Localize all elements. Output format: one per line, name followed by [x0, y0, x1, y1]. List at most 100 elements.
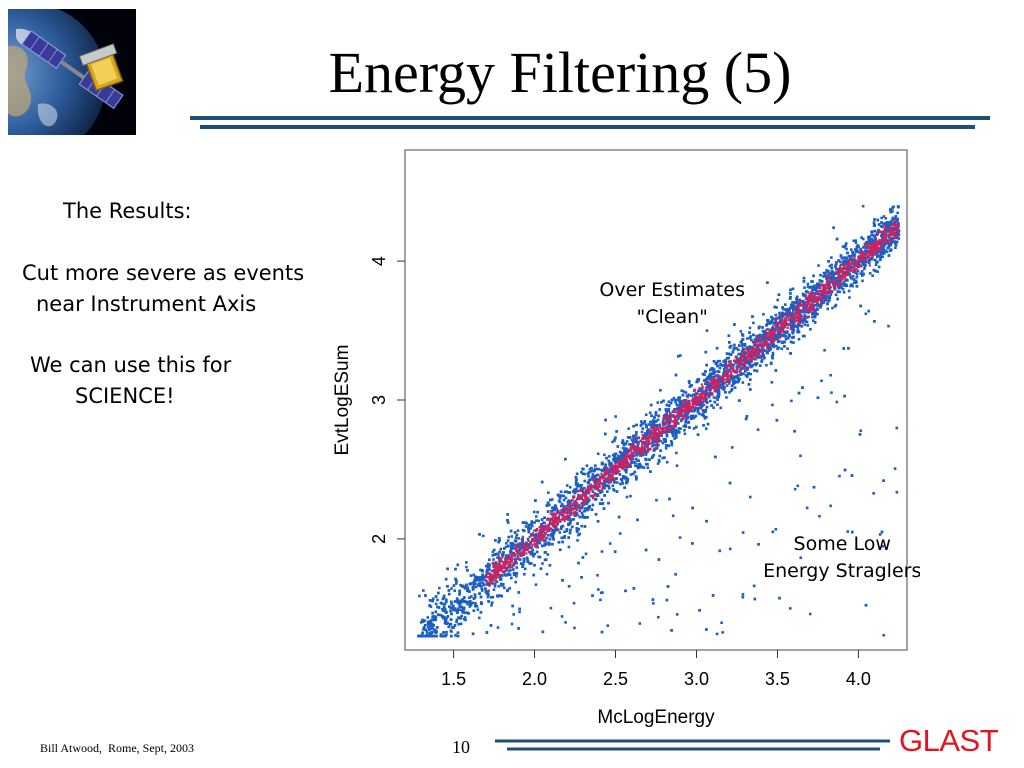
scatter-point: [739, 352, 743, 356]
scatter-point: [586, 485, 590, 488]
scatter-point: [488, 563, 491, 567]
scatter-point: [843, 256, 846, 259]
scatter-point: [600, 550, 604, 553]
scatter-point: [607, 484, 610, 488]
scatter-point: [590, 469, 593, 473]
scatter-point: [798, 320, 802, 323]
scatter-point: [583, 525, 587, 528]
scatter-point: [498, 550, 501, 554]
scatter-point: [730, 446, 734, 449]
scatter-point: [632, 587, 636, 590]
scatter-point: [516, 551, 519, 555]
scatter-point: [818, 304, 821, 307]
scatter-point: [446, 567, 449, 571]
scatter-point: [893, 217, 897, 221]
scatter-point: [474, 585, 478, 589]
scatter-point: [552, 537, 555, 541]
scatter-point: [564, 457, 567, 461]
scatter-point: [857, 245, 860, 249]
scatter-point: [771, 317, 775, 320]
scatter-point: [771, 353, 775, 357]
scatter-point: [775, 344, 778, 348]
scatter-point: [594, 464, 597, 467]
scatter-point: [649, 403, 653, 407]
scatter-point: [599, 591, 603, 595]
scatter-point: [753, 597, 757, 601]
scatter-point: [526, 537, 530, 541]
scatter-point: [451, 608, 455, 612]
scatter-point: [706, 375, 710, 379]
scatter-point: [766, 351, 769, 355]
scatter-point: [868, 237, 871, 241]
scatter-point: [868, 271, 872, 275]
scatter-point: [593, 485, 596, 489]
scatter-point: [854, 241, 858, 244]
scatter-point: [794, 301, 798, 305]
scatter-point: [504, 545, 508, 549]
scatter-point: [739, 330, 743, 333]
scatter-point: [688, 426, 691, 429]
scatter-point: [843, 394, 846, 398]
scatter-point: [808, 612, 812, 616]
scatter-point: [493, 585, 497, 588]
scatter-point: [498, 558, 501, 562]
scatter-point: [722, 360, 725, 363]
scatter-point: [633, 440, 636, 443]
scatter-point: [580, 575, 583, 579]
scatter-point: [494, 561, 498, 564]
scatter-point: [567, 514, 571, 518]
scatter-point: [530, 524, 534, 528]
scatter-point: [709, 375, 713, 379]
scatter-point: [573, 511, 577, 514]
scatter-point: [650, 414, 653, 418]
scatter-point: [669, 420, 672, 423]
scatter-point: [776, 323, 780, 327]
scatter-point: [671, 434, 675, 437]
scatter-point: [606, 490, 609, 493]
scatter-point: [816, 308, 819, 311]
scatter-point: [887, 324, 890, 328]
scatter-point: [694, 425, 698, 429]
scatter-point: [789, 319, 793, 322]
scatter-point: [895, 426, 899, 430]
scatter-point: [712, 360, 716, 363]
scatter-point: [654, 420, 657, 423]
scatter-point: [879, 251, 883, 254]
scatter-point: [831, 270, 834, 274]
scatter-point: [872, 224, 876, 227]
scatter-point: [443, 607, 447, 611]
scatter-point: [447, 589, 451, 592]
scatter-point: [757, 339, 761, 343]
scatter-point: [596, 452, 600, 456]
scatter-point: [686, 412, 689, 416]
scatter-point: [472, 573, 475, 577]
scatter-point: [870, 237, 874, 241]
scatter-point: [663, 456, 666, 459]
scatter-point: [422, 589, 425, 592]
scatter-point: [634, 464, 637, 468]
scatter-point: [599, 491, 602, 494]
scatter-point: [761, 326, 764, 329]
scatter-point: [704, 427, 708, 430]
scatter-point: [728, 369, 731, 372]
scatter-point: [636, 518, 639, 522]
scatter-point: [670, 431, 674, 435]
scatter-point: [512, 547, 515, 550]
scatter-point: [448, 605, 451, 608]
scatter-point: [506, 539, 510, 542]
scatter-point: [493, 582, 497, 586]
scatter-point: [748, 331, 751, 334]
scatter-point: [826, 286, 830, 290]
scatter-point: [417, 634, 420, 638]
scatter-point: [492, 588, 496, 591]
scatter-point: [481, 534, 485, 538]
scatter-point: [680, 419, 683, 423]
scatter-point: [851, 260, 855, 264]
scatter-point: [476, 608, 480, 611]
scatter-point: [823, 348, 826, 352]
scatter-point: [661, 420, 665, 424]
scatter-point: [707, 384, 711, 388]
scatter-point: [708, 374, 712, 377]
scatter-point: [468, 590, 471, 593]
scatter-point: [791, 326, 795, 330]
